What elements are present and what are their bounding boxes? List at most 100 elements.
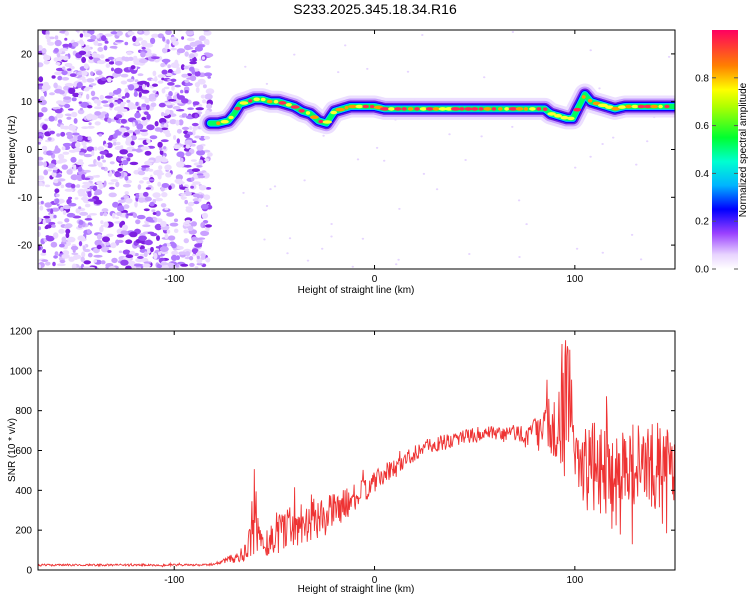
noise-cell	[48, 213, 56, 220]
noise-cell	[189, 256, 194, 261]
noise-cell	[178, 119, 184, 126]
noise-cell	[184, 139, 193, 146]
noise-cell	[205, 187, 212, 190]
noise-cell	[81, 140, 87, 146]
ridge-peak	[380, 107, 390, 111]
noise-cell	[107, 117, 112, 124]
noise-cell	[194, 70, 201, 77]
noise-cell	[81, 56, 86, 64]
ridge-peak	[330, 110, 338, 115]
noise-cell	[88, 122, 92, 126]
noise-cell	[168, 185, 172, 191]
noise-cell	[120, 80, 128, 85]
noise-cell	[52, 169, 58, 173]
noise-cell	[204, 93, 213, 100]
noise-cell	[187, 107, 194, 110]
noise-cell	[110, 31, 118, 35]
noise-cell	[143, 251, 148, 258]
ridge-peak	[625, 104, 632, 109]
noise-cell	[51, 75, 56, 79]
noise-cell	[87, 252, 93, 258]
noise-cell	[146, 181, 151, 185]
noise-cell	[156, 235, 160, 241]
noise-cell	[68, 42, 72, 48]
noise-cell	[56, 52, 61, 58]
noise-cell	[53, 178, 59, 184]
noise-cell	[78, 94, 82, 99]
noise-cell	[93, 259, 98, 263]
noise-cell	[191, 168, 200, 173]
noise-cell	[41, 259, 49, 262]
noise-cell	[194, 135, 202, 139]
noise-speck	[575, 247, 579, 250]
noise-cell	[181, 98, 189, 104]
noise-cell	[64, 31, 70, 36]
noise-cell	[108, 266, 116, 269]
noise-cell	[144, 239, 153, 246]
noise-cell	[83, 177, 91, 181]
noise-cell	[108, 182, 115, 185]
snr-y-tick-label: 600	[15, 446, 32, 457]
noise-cell	[75, 161, 85, 166]
ridge-peak	[471, 107, 479, 111]
noise-cell	[152, 83, 158, 87]
noise-cell	[54, 188, 60, 193]
noise-cell	[157, 174, 162, 180]
noise-cell	[173, 70, 181, 74]
noise-cell	[78, 193, 85, 197]
noise-cell	[40, 200, 44, 205]
noise-cell	[137, 197, 146, 203]
noise-cell	[125, 239, 133, 244]
noise-cell	[111, 67, 114, 72]
noise-cell	[62, 204, 71, 210]
noise-speck	[464, 159, 467, 161]
noise-cell	[145, 187, 151, 190]
noise-cell	[51, 150, 60, 154]
noise-cell	[172, 40, 179, 46]
noise-cell	[120, 107, 125, 112]
noise-cell	[144, 196, 152, 202]
ridge-peak	[597, 103, 608, 108]
noise-cell	[186, 37, 195, 42]
ridge-peak	[631, 104, 639, 109]
noise-cell	[190, 159, 197, 162]
spectrogram-marks	[38, 30, 675, 269]
noise-cell	[202, 84, 207, 89]
snr-x-tick-label: -100	[164, 575, 184, 586]
noise-cell	[142, 176, 150, 181]
noise-cell	[150, 102, 157, 108]
noise-speck	[589, 49, 592, 52]
noise-cell	[159, 147, 163, 151]
noise-cell	[163, 86, 170, 90]
noise-cell	[164, 43, 169, 50]
noise-cell	[80, 101, 90, 108]
snr-y-tick-label: 1000	[10, 366, 33, 377]
noise-cell	[93, 254, 103, 258]
noise-cell	[112, 212, 116, 219]
noise-cell	[38, 76, 44, 83]
ridge-peak	[478, 107, 484, 111]
noise-cell	[124, 176, 129, 181]
noise-cell	[71, 97, 77, 102]
noise-cell	[135, 148, 142, 153]
noise-cell	[63, 225, 72, 229]
noise-cell	[164, 207, 169, 211]
noise-cell	[53, 232, 59, 239]
ridge-peak	[355, 104, 364, 109]
noise-cell	[146, 104, 150, 111]
noise-cell	[137, 170, 146, 176]
ridge-peak	[581, 95, 586, 99]
noise-speck	[322, 134, 325, 137]
noise-cell	[79, 107, 83, 111]
noise-cell	[45, 34, 50, 40]
noise-cell	[87, 136, 92, 141]
noise-cell	[102, 236, 110, 243]
noise-cell	[84, 203, 91, 208]
snr-x-tick-label: 100	[566, 575, 583, 586]
noise-cell	[176, 161, 185, 168]
ridge-peak	[573, 107, 582, 112]
noise-cell	[45, 261, 51, 266]
noise-cell	[48, 36, 55, 40]
noise-cell	[45, 235, 50, 238]
noise-cell	[181, 196, 186, 200]
